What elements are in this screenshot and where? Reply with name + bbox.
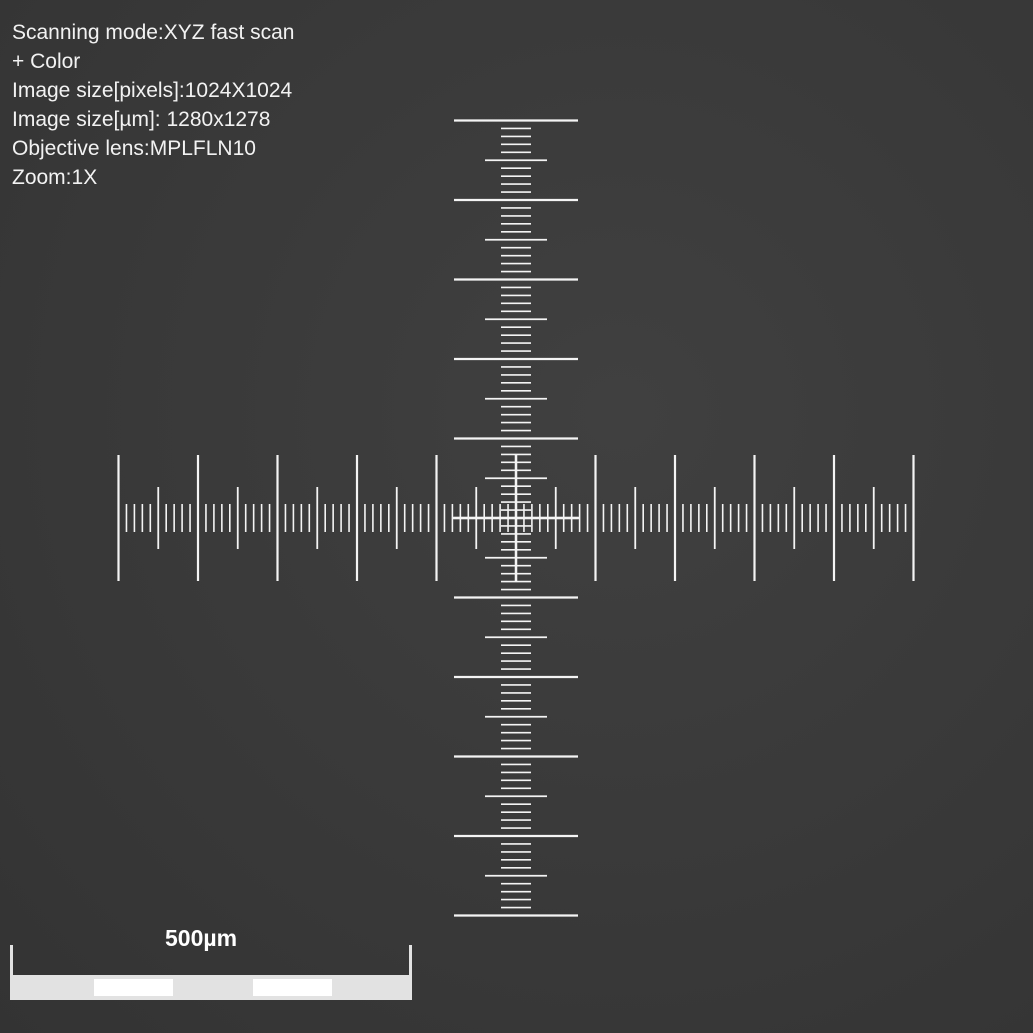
scale-bar-label: 500µm: [165, 925, 238, 951]
scale-bar-right-cap: [409, 945, 412, 975]
scale-bar-segment-1: [94, 979, 173, 996]
vertical-scale: [453, 119, 579, 917]
info-image-size-pixels: Image size[pixels]:1024X1024: [12, 79, 293, 102]
info-scanning-mode: Scanning mode:XYZ fast scan: [12, 21, 295, 44]
scan-info-overlay: Scanning mode:XYZ fast scan + Color Imag…: [12, 18, 295, 192]
horizontal-scale: [117, 455, 915, 581]
info-color: + Color: [12, 50, 81, 73]
scale-bar-left-cap: [10, 945, 13, 975]
scale-bar-segment-2: [253, 979, 332, 996]
info-image-size-um: Image size[µm]: 1280x1278: [12, 108, 271, 131]
info-zoom: Zoom:1X: [12, 166, 98, 189]
info-objective-lens: Objective lens:MPLFLN10: [12, 137, 256, 160]
scale-bar-body: [10, 975, 412, 1000]
scale-bar: [10, 945, 412, 1000]
